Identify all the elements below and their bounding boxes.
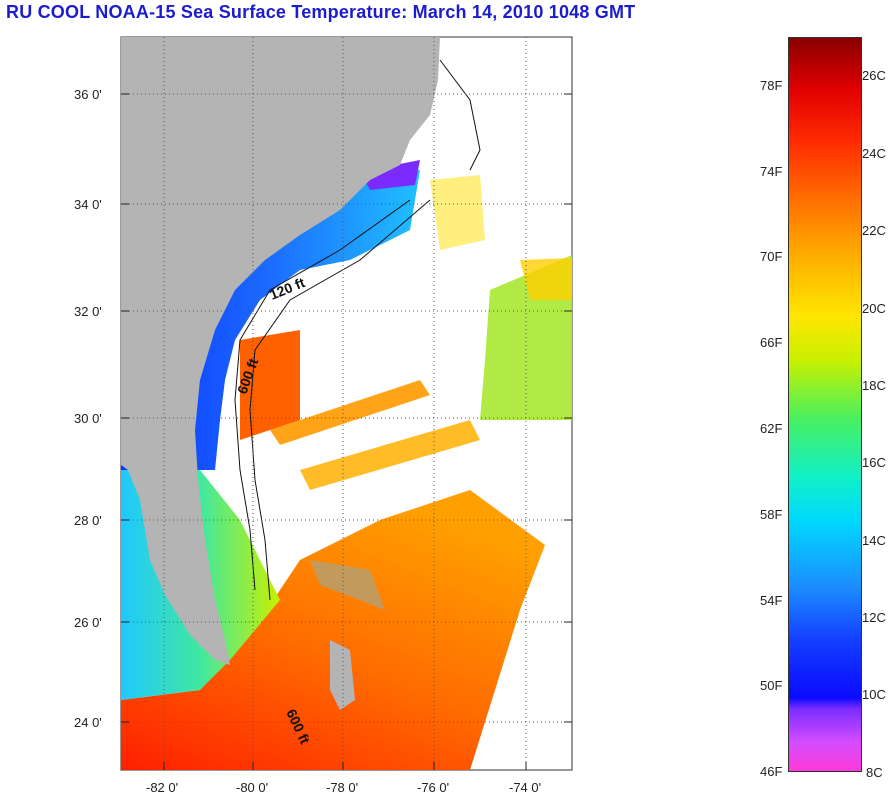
warm-filament: [270, 380, 430, 445]
isobath-120ft: [234, 199, 411, 591]
scale-label-c: 24C: [862, 146, 886, 161]
lon-tick-label: -74 0': [509, 780, 541, 795]
warm-water-region: [121, 490, 545, 770]
offshore-patch: [430, 175, 485, 250]
temperature-color-scale: [788, 37, 862, 772]
lon-tick-label: -76 0': [417, 780, 449, 795]
scale-label-f: 58F: [760, 507, 783, 522]
lat-tick-label: 30 0': [74, 411, 102, 426]
frame-ticks: [121, 93, 572, 770]
scale-label-c: 18C: [862, 378, 886, 393]
cold-coastal-water-purple: [360, 160, 420, 190]
lat-tick-label: 34 0': [74, 197, 102, 212]
scale-label-f: 70F: [760, 249, 783, 264]
lat-tick-label: 24 0': [74, 715, 102, 730]
scale-label-f: 78F: [760, 78, 783, 93]
warm-filament: [300, 420, 480, 490]
isobath-600ft: [249, 199, 431, 601]
scale-label-c: 26C: [862, 68, 886, 83]
scale-label-c: 8C: [866, 765, 883, 780]
lon-tick-label: -78 0': [326, 780, 358, 795]
scale-label-c: 20C: [862, 301, 886, 316]
scale-label-f: 74F: [760, 164, 783, 179]
scale-label-f: 62F: [760, 421, 783, 436]
scale-label-c: 14C: [862, 533, 886, 548]
map-title: RU COOL NOAA-15 Sea Surface Temperature:…: [6, 2, 636, 22]
land-bahamas: [330, 640, 355, 710]
land-mainland: [121, 37, 440, 665]
scale-label-c: 10C: [862, 687, 886, 702]
scale-label-f: 66F: [760, 335, 783, 350]
lon-tick-label: -80 0': [236, 780, 268, 795]
warm-filament: [240, 330, 300, 440]
lat-tick-label: 28 0': [74, 513, 102, 528]
coastline: [439, 59, 481, 171]
lat-tick-label: 32 0': [74, 304, 102, 319]
scale-label-c: 12C: [862, 610, 886, 625]
offshore-patch: [520, 258, 572, 300]
scale-label-f: 50F: [760, 678, 783, 693]
land-bahamas: [310, 560, 385, 610]
scale-label-c: 22C: [862, 223, 886, 238]
scale-label-f: 54F: [760, 593, 783, 608]
lon-tick-label: -82 0': [146, 780, 178, 795]
scale-label-f: 46F: [760, 764, 783, 779]
lat-tick-label: 26 0': [74, 615, 102, 630]
lat-tick-label: 36 0': [74, 87, 102, 102]
scale-label-c: 16C: [862, 455, 886, 470]
